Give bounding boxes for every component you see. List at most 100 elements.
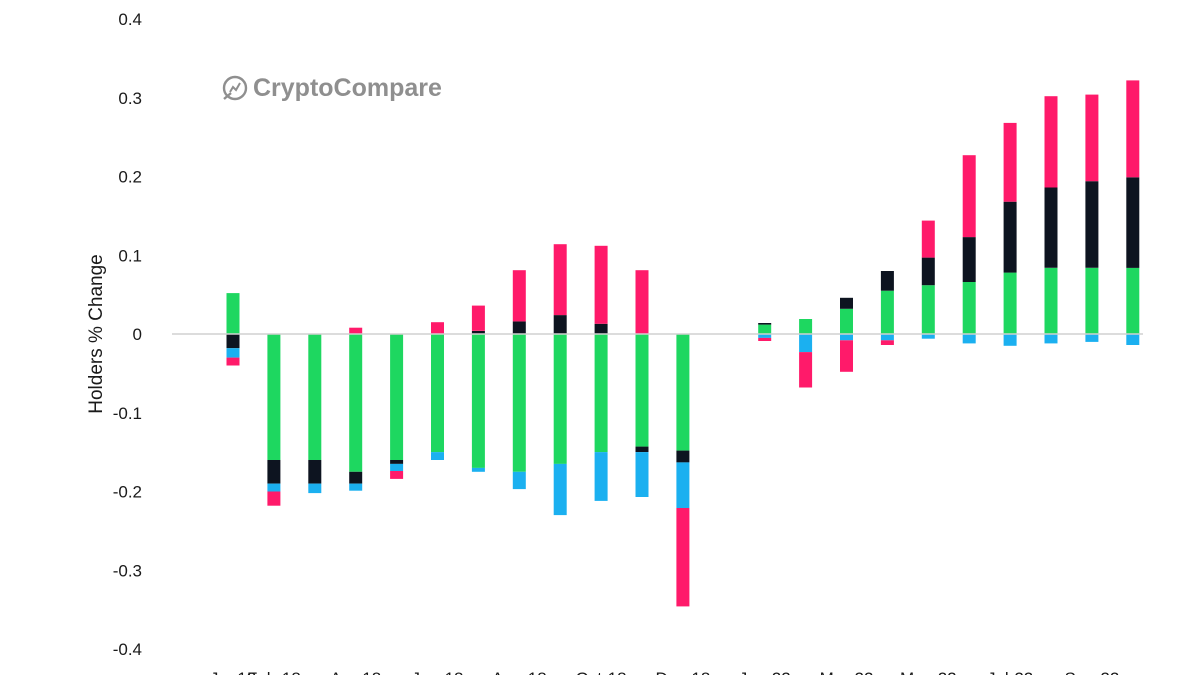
- bar-segment-1-17: [921, 257, 935, 286]
- bars-layer: [226, 80, 1140, 607]
- bar-segment-2-0: [226, 348, 240, 358]
- bar-segment-3-4: [390, 471, 404, 479]
- bar-segment-2-10: [635, 452, 649, 497]
- y-tick-label: -0.1: [113, 404, 142, 423]
- bar-segment-3-8: [553, 244, 567, 316]
- bar-segment-0-3: [349, 334, 363, 472]
- bar-segment-1-6: [471, 330, 485, 334]
- bar-segment-2-6: [471, 467, 485, 472]
- bar-segment-0-1: [267, 334, 281, 460]
- bar-segment-1-15: [840, 297, 853, 309]
- bar-segment-1-9: [594, 323, 608, 334]
- bar-segment-0-13: [758, 324, 772, 334]
- bar-segment-0-6: [471, 334, 485, 468]
- bar-segment-2-19: [1003, 334, 1017, 346]
- bar-segment-2-9: [594, 452, 608, 501]
- bar-segment-3-3: [349, 327, 363, 334]
- bar-segment-1-3: [349, 471, 363, 484]
- bar-segment-3-19: [1003, 122, 1017, 202]
- bar-segment-1-22: [1126, 177, 1140, 268]
- bar-segment-1-16: [880, 271, 894, 291]
- bar-segment-0-11: [676, 334, 690, 451]
- bar-segment-0-7: [512, 334, 526, 472]
- x-tick-label: Jun-18: [412, 669, 464, 675]
- y-tick-label: 0.3: [118, 89, 142, 108]
- bar-segment-2-7: [512, 471, 526, 490]
- x-tick-label: Dec-18: [655, 669, 710, 675]
- bar-segment-2-18: [962, 334, 976, 344]
- y-axis-ticks: 0.4 0.3 0.2 0.1 0 -0.1 -0.2 -0.3 -0.4: [113, 10, 142, 659]
- x-tick-label: Sep-22: [1064, 669, 1119, 675]
- y-tick-label: 0.4: [118, 10, 142, 29]
- bar-segment-1-13: [758, 323, 772, 325]
- y-tick-label: -0.2: [113, 483, 142, 502]
- bar-segment-1-1: [267, 460, 281, 484]
- bar-segment-0-15: [840, 308, 853, 334]
- bar-segment-3-22: [1126, 80, 1140, 178]
- bar-segment-3-13: [758, 337, 772, 341]
- x-axis-ticks: Jan18Feb-18 Apr-18 Jun-18 Aug-18 Oct-18 Dec-1…: [210, 669, 1119, 675]
- bar-segment-3-7: [512, 270, 526, 322]
- bar-segment-0-9: [594, 334, 608, 453]
- bar-segment-3-10: [635, 270, 649, 334]
- x-tick-label: Mar-22: [820, 669, 874, 675]
- bar-segment-2-13: [758, 334, 772, 338]
- bar-segment-2-17: [921, 334, 935, 339]
- bar-segment-3-11: [676, 508, 690, 607]
- bar-segment-1-20: [1044, 187, 1058, 268]
- bar-segment-3-21: [1085, 94, 1099, 182]
- x-tick-label: Jan18: [210, 669, 256, 675]
- bar-segment-0-0: [226, 293, 240, 334]
- bar-segment-0-18: [962, 282, 976, 334]
- bar-segment-3-15: [840, 340, 853, 372]
- bar-segment-3-18: [962, 155, 976, 238]
- bar-segment-3-1: [267, 491, 281, 506]
- x-tick-label: Aug-18: [492, 669, 547, 675]
- bar-segment-3-6: [471, 305, 485, 331]
- y-tick-label: -0.4: [113, 640, 142, 659]
- bar-segment-3-0: [226, 357, 240, 366]
- bar-segment-2-22: [1126, 334, 1140, 345]
- bar-segment-2-3: [349, 483, 363, 491]
- bar-segment-0-10: [635, 334, 649, 447]
- bar-segment-0-22: [1126, 267, 1140, 334]
- y-tick-label: -0.3: [113, 561, 142, 580]
- bar-segment-2-1: [267, 483, 281, 492]
- x-tick-label: Feb-18: [247, 669, 301, 675]
- bar-segment-1-18: [962, 237, 976, 282]
- bar-segment-3-20: [1044, 96, 1058, 188]
- y-axis-title: Holders % Change: [86, 254, 107, 413]
- bar-segment-1-10: [635, 446, 649, 453]
- bar-segment-1-8: [553, 315, 567, 334]
- bar-segment-3-9: [594, 245, 608, 324]
- bar-segment-0-4: [390, 334, 404, 460]
- bar-segment-0-5: [431, 334, 444, 453]
- bar-segment-3-5: [431, 322, 444, 334]
- bar-segment-1-7: [512, 321, 526, 334]
- bar-segment-1-4: [390, 460, 404, 464]
- watermark-text: CryptoCompare: [253, 74, 442, 102]
- bar-segment-0-8: [553, 334, 567, 464]
- y-tick-label: 0.1: [118, 246, 142, 265]
- y-tick-label: 0.2: [118, 168, 142, 187]
- bar-segment-0-2: [308, 334, 322, 460]
- x-tick-label: Oct-18: [576, 669, 627, 675]
- bar-segment-3-14: [799, 352, 813, 388]
- bar-segment-1-2: [308, 460, 322, 484]
- bar-segment-2-2: [308, 483, 322, 494]
- x-tick-label: Apr-18: [330, 669, 381, 675]
- bar-segment-2-16: [880, 334, 894, 341]
- bar-segment-3-17: [921, 220, 935, 258]
- bar-segment-1-0: [226, 334, 240, 349]
- y-tick-label: 0: [133, 325, 142, 344]
- bar-segment-2-15: [840, 334, 853, 341]
- bar-segment-1-21: [1085, 181, 1099, 268]
- bar-segment-2-14: [799, 334, 813, 353]
- bar-segment-2-8: [553, 463, 567, 516]
- bar-segment-2-4: [390, 463, 404, 471]
- bar-segment-1-11: [676, 450, 690, 463]
- bar-segment-0-19: [1003, 272, 1017, 334]
- bar-segment-2-11: [676, 462, 690, 509]
- bar-segment-1-19: [1003, 201, 1017, 273]
